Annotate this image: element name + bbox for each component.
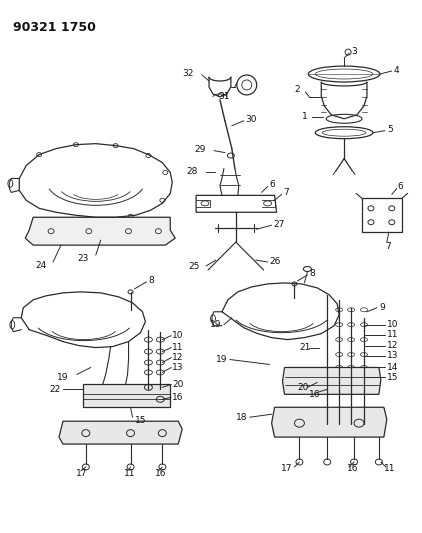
Text: 28: 28 — [187, 167, 198, 176]
Text: 17: 17 — [281, 464, 292, 473]
Text: 18: 18 — [236, 413, 248, 422]
Text: 9: 9 — [379, 303, 384, 312]
Text: 27: 27 — [273, 220, 285, 229]
Text: 6: 6 — [270, 180, 276, 189]
Text: 11: 11 — [124, 470, 135, 479]
Text: 29: 29 — [195, 145, 206, 154]
Text: 31: 31 — [218, 92, 230, 101]
Text: 5: 5 — [387, 125, 392, 134]
Text: 7: 7 — [284, 188, 289, 197]
Text: 17: 17 — [76, 470, 87, 479]
Text: 16: 16 — [155, 470, 167, 479]
Text: 24: 24 — [36, 261, 47, 270]
Text: 8: 8 — [149, 277, 154, 286]
Text: 19: 19 — [216, 355, 228, 364]
Polygon shape — [59, 421, 182, 444]
Polygon shape — [25, 217, 175, 245]
Text: 23: 23 — [77, 254, 89, 263]
Text: 30: 30 — [246, 115, 257, 124]
Text: 19: 19 — [57, 373, 69, 382]
Text: 8: 8 — [309, 270, 315, 278]
Text: 4: 4 — [394, 66, 399, 75]
Text: 11: 11 — [384, 464, 395, 473]
Text: 7: 7 — [385, 241, 391, 251]
Text: 21: 21 — [300, 343, 311, 352]
Text: 1: 1 — [302, 112, 307, 122]
Text: 32: 32 — [183, 69, 194, 77]
Polygon shape — [282, 367, 381, 394]
Text: 13: 13 — [387, 351, 398, 360]
Text: 10: 10 — [387, 320, 398, 329]
Text: 13: 13 — [172, 363, 184, 372]
Text: 14: 14 — [387, 363, 398, 372]
Polygon shape — [272, 407, 387, 437]
Text: 90321 1750: 90321 1750 — [14, 21, 96, 34]
Text: 16: 16 — [347, 464, 359, 473]
Text: 6: 6 — [398, 182, 403, 191]
Text: 26: 26 — [270, 256, 281, 265]
Text: 22: 22 — [50, 385, 61, 394]
Text: 15: 15 — [387, 373, 398, 382]
Text: 11: 11 — [387, 330, 398, 339]
Text: 10: 10 — [172, 331, 184, 340]
Text: 20: 20 — [172, 380, 184, 389]
Text: 19: 19 — [211, 320, 222, 329]
Text: 2: 2 — [295, 85, 300, 94]
Text: 16: 16 — [309, 390, 321, 399]
Text: 15: 15 — [135, 416, 146, 425]
Text: 3: 3 — [351, 46, 357, 55]
Text: 11: 11 — [172, 343, 184, 352]
Polygon shape — [83, 384, 170, 407]
Text: 12: 12 — [387, 341, 398, 350]
Text: 20: 20 — [298, 383, 309, 392]
Text: 12: 12 — [172, 353, 184, 362]
Text: 25: 25 — [189, 262, 200, 271]
Text: 16: 16 — [172, 393, 184, 402]
